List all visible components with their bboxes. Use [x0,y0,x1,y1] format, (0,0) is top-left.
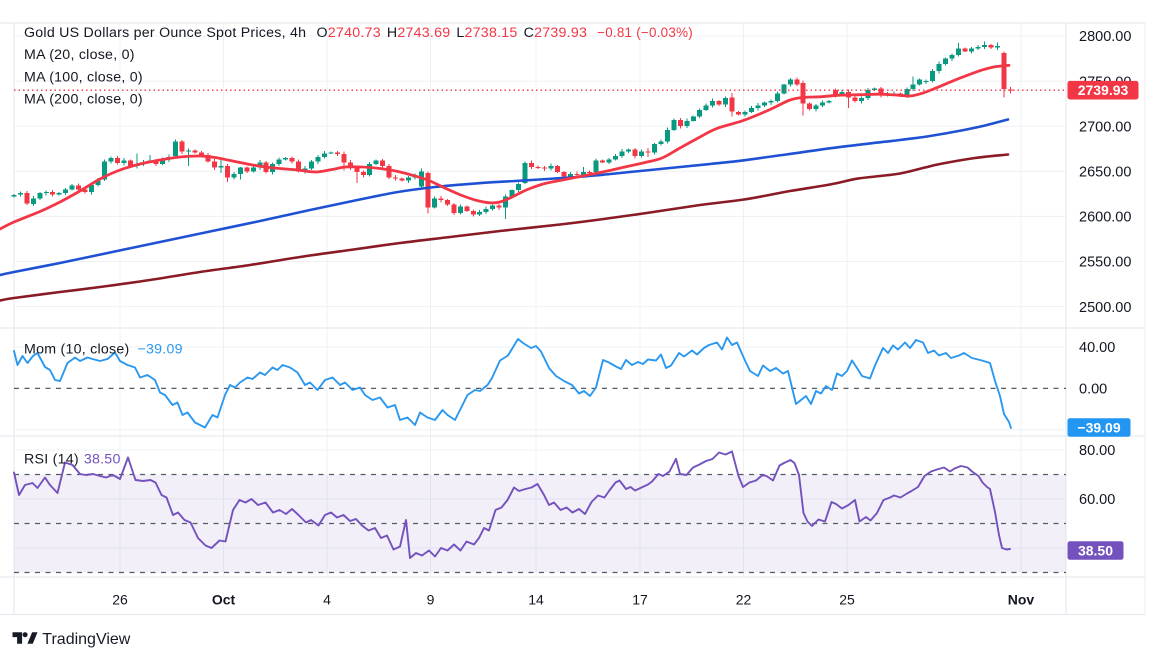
svg-text:RSI (14)38.50: RSI (14) 38.50 [24,452,121,468]
svg-text:2700.00: 2700.00 [1079,119,1131,135]
svg-text:TradingView: TradingView [42,631,130,648]
svg-text:2550.00: 2550.00 [1079,255,1131,271]
svg-text:Oct: Oct [212,592,236,608]
svg-text:22: 22 [736,592,752,608]
svg-text:MA (20, close, 0): MA (20, close, 0) [24,47,135,63]
svg-text:Nov: Nov [1008,592,1035,608]
svg-text:40.00: 40.00 [1079,340,1115,356]
svg-text:0.00: 0.00 [1079,382,1107,398]
svg-text:−39.09: −39.09 [1077,420,1120,436]
svg-text:MA (200, close, 0): MA (200, close, 0) [24,92,143,108]
svg-text:Mom (10, close)−39.09: Mom (10, close) −39.09 [24,342,183,358]
svg-text:26: 26 [112,592,128,608]
svg-text:2800.00: 2800.00 [1079,29,1131,45]
svg-text:25: 25 [839,592,855,608]
svg-text:2500.00: 2500.00 [1079,300,1131,316]
svg-text:14: 14 [528,592,544,608]
svg-text:17: 17 [632,592,648,608]
svg-text:9: 9 [427,592,435,608]
svg-text:MA (100, close, 0): MA (100, close, 0) [24,70,143,86]
svg-text:2600.00: 2600.00 [1079,210,1131,226]
svg-text:4: 4 [323,592,331,608]
svg-text:38.50: 38.50 [1078,543,1113,559]
svg-text:60.00: 60.00 [1079,492,1115,508]
svg-text:Gold US Dollars per Ounce Spot: Gold US Dollars per Ounce Spot Prices, 4… [24,25,693,41]
svg-text:2650.00: 2650.00 [1079,165,1131,181]
svg-text:2739.93: 2739.93 [1078,82,1129,98]
svg-text:80.00: 80.00 [1079,443,1115,459]
